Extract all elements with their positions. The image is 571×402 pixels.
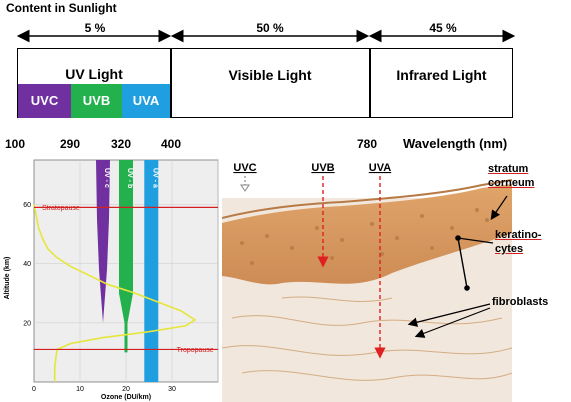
x-tick-label: 10 — [76, 386, 84, 393]
y-tick-label: 40 — [23, 261, 31, 268]
keratinocyte-dots — [240, 208, 489, 265]
infrared-percent: 45 % — [429, 21, 457, 35]
uvb-arrow-label: UVB — [311, 162, 334, 174]
percent-arrows — [16, 29, 516, 43]
uva-arrow-label: UVA — [369, 162, 391, 174]
fibroblast-pointer-b — [414, 307, 491, 338]
tick-100: 100 — [5, 137, 26, 151]
visible-light-label: Visible Light — [228, 67, 312, 83]
fibroblasts-text: fibroblasts — [492, 296, 549, 308]
spectrum-box — [17, 48, 513, 118]
y-tick-label: 20 — [23, 320, 31, 327]
stratum-layer — [222, 179, 513, 219]
divider-400 — [170, 48, 172, 118]
keratinocyte-pointer-b — [457, 237, 468, 289]
uv-c-strip-label: UV - c — [103, 168, 110, 188]
keratinocyte-dot-b — [464, 285, 470, 291]
y-tick-label: 60 — [23, 202, 31, 209]
tick-290: 290 — [60, 137, 81, 151]
tick-400: 400 — [161, 137, 182, 151]
visible-percent: 50 % — [256, 21, 284, 35]
uv-c-strip — [96, 160, 110, 323]
uv-a-strip — [144, 160, 159, 382]
divider-780 — [369, 48, 371, 118]
tick-780: 780 — [357, 137, 378, 151]
x-tick-label: 0 — [32, 386, 36, 393]
uv-b-strip-upper — [119, 160, 133, 353]
keratinocyte-pointer-a — [457, 237, 494, 244]
uva-band: UVA — [122, 84, 170, 118]
stratopause-label: Stratopause — [42, 205, 80, 212]
stratum-corneum-text: stratum corneum — [488, 163, 535, 189]
uv-light-label: UV Light — [65, 66, 123, 82]
stratum-pointer — [490, 195, 508, 220]
skin-diagram: UVC UVB UVA — [222, 162, 513, 402]
epidermis — [222, 184, 512, 285]
y-axis-label: Altitude (km) — [4, 257, 11, 300]
diagram-title: Content in Sunlight — [6, 1, 117, 15]
uvc-arrow-label: UVC — [233, 162, 256, 174]
wavelength-label: Wavelength (nm) — [403, 136, 508, 151]
uv-percent: 5 % — [84, 21, 106, 35]
tick-320: 320 — [111, 137, 132, 151]
dermis-fibers — [222, 296, 513, 381]
keratinocyte-dot-a — [455, 235, 461, 241]
x-tick-label: 30 — [168, 386, 176, 393]
ozone-curve — [33, 204, 197, 382]
tropopause-label: Tropopause — [177, 347, 214, 354]
uv-a-strip-label: UV - a — [151, 168, 158, 188]
uvb-band: UVB — [71, 84, 122, 118]
uv-b-strip-label: UV - b — [126, 168, 133, 188]
keratinocytes-text: keratino- cytes — [495, 229, 542, 255]
fibroblast-pointer-a — [407, 303, 491, 327]
uvc-arrowhead — [240, 184, 250, 192]
infrared-light-label: Infrared Light — [396, 67, 487, 83]
ozone-chart: UV - c UV - b UV - a Stratopause Tropopaus… — [4, 159, 219, 401]
uvc-band: UVC — [18, 84, 71, 118]
x-tick-label: 20 — [122, 386, 130, 393]
x-axis-label: Ozone (DU/km) — [101, 394, 151, 401]
